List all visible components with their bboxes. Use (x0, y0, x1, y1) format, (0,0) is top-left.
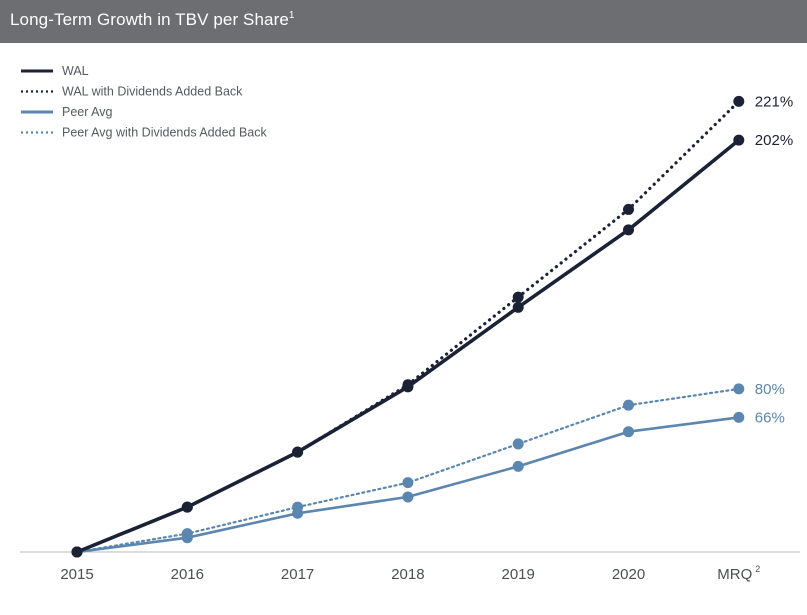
data-point (292, 446, 304, 458)
x-tick-label: MRQ 2 (717, 564, 760, 583)
data-point (71, 546, 83, 558)
legend-label: Peer Avg with Dividends Added Back (62, 126, 268, 140)
end-value-label: 80% (755, 381, 785, 398)
data-point (623, 426, 634, 438)
data-point (512, 291, 524, 303)
line-chart: WAL WAL with Dividends Added Back Peer Avg… (20, 64, 800, 583)
data-point (402, 477, 414, 489)
x-tick-label: 2020 (612, 566, 645, 583)
data-point (623, 224, 634, 236)
end-value-label: 66% (755, 409, 785, 426)
data-point (733, 411, 745, 423)
chart-title: Long-Term Growth in TBV per Share1 (10, 10, 295, 29)
series-line (75, 138, 741, 554)
chart-legend: WAL WAL with Dividends Added Back Peer Avg… (21, 64, 268, 140)
data-point (623, 399, 634, 411)
end-value-label: 221% (755, 93, 793, 110)
legend-label: WAL (62, 64, 89, 78)
title-footnote-marker: 1 (288, 10, 295, 21)
data-point (733, 134, 745, 146)
series-line (75, 387, 740, 554)
legend-label: WAL with Dividends Added Back (62, 85, 243, 99)
x-tick-label: 2016 (171, 566, 204, 583)
data-point (181, 528, 193, 540)
x-axis: 2015 2016 2017 2018 2019 2020 MRQ 2 (20, 551, 800, 583)
end-labels: 66% 80% 202% 221% (755, 93, 793, 426)
data-point (402, 491, 414, 503)
x-tick-label: 2015 (60, 566, 93, 583)
x-tick-label: 2017 (281, 566, 314, 583)
data-point (512, 301, 524, 313)
x-tick-superscript: 2 (755, 564, 760, 574)
data-point (733, 383, 745, 395)
end-value-label: 202% (755, 132, 793, 149)
x-tick-label: 2019 (502, 566, 535, 583)
data-point (402, 379, 414, 391)
data-point (512, 460, 524, 472)
chart-header: Long-Term Growth in TBV per Share1 (0, 0, 807, 43)
series-points (71, 95, 745, 558)
data-point (623, 203, 634, 215)
data-point (512, 438, 524, 450)
legend-label: Peer Avg (62, 105, 113, 119)
data-point (733, 95, 745, 107)
data-point (292, 501, 304, 513)
x-tick-label: 2018 (391, 566, 424, 583)
data-point (181, 501, 193, 513)
